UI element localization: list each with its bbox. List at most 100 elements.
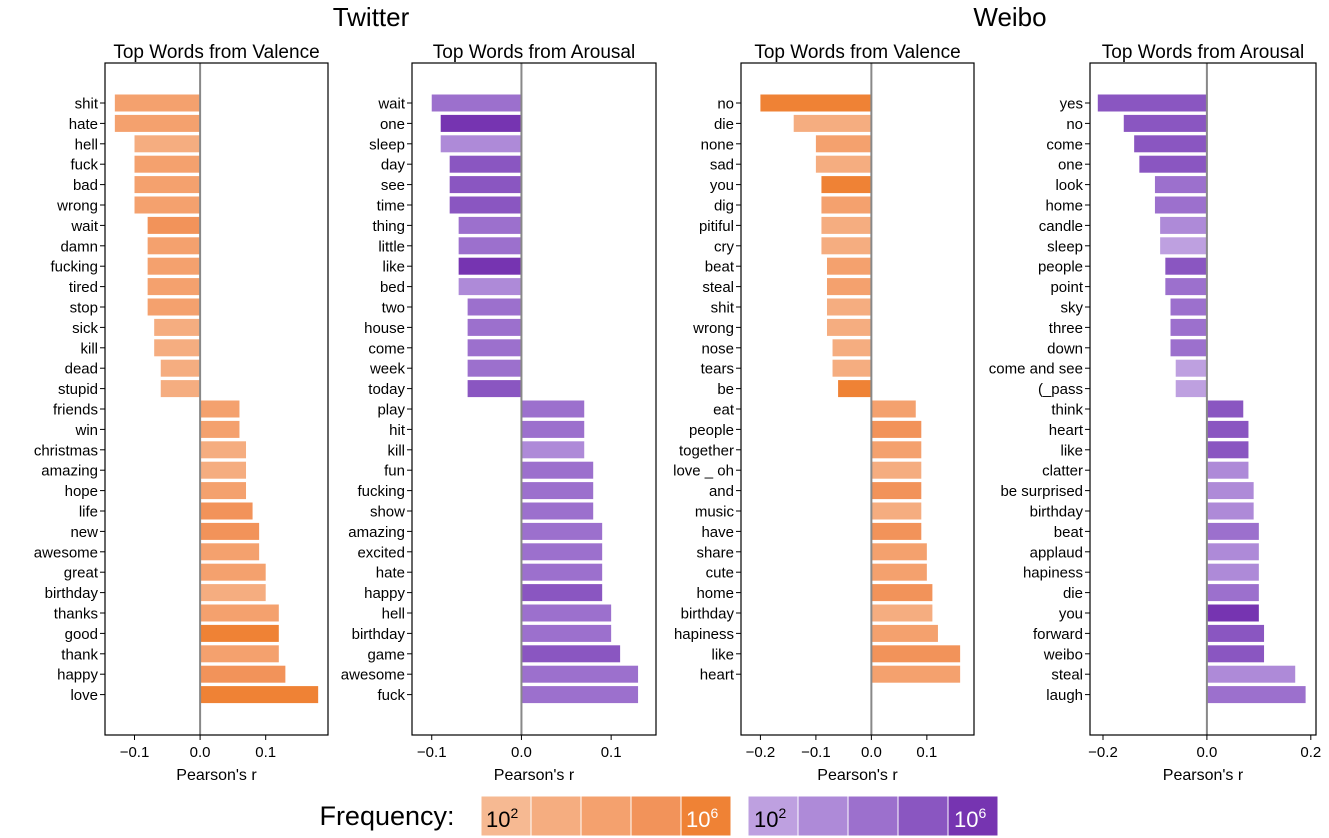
x-tick-label: 0.2 xyxy=(1300,744,1321,761)
bar-wrong xyxy=(134,196,201,214)
category-label: come xyxy=(1046,136,1083,153)
legend-swatch-2 xyxy=(797,795,849,837)
category-label: people xyxy=(689,422,734,439)
bar-fuck xyxy=(521,686,639,704)
bar-fuck xyxy=(134,155,201,173)
bar-see xyxy=(449,176,522,194)
bar-dead xyxy=(160,359,201,377)
category-label: life xyxy=(79,504,98,521)
category-label: birthday xyxy=(45,585,99,602)
category-label: day xyxy=(381,157,406,174)
legend-purple-high-exp: 6 xyxy=(978,805,986,821)
x-axis-label: Pearson's r xyxy=(1163,767,1244,784)
x-tick-label: −0.1 xyxy=(417,744,447,761)
bar-together xyxy=(871,441,922,459)
category-label: die xyxy=(1063,585,1083,602)
category-label: like xyxy=(1060,442,1083,459)
group-title-twitter: Twitter xyxy=(333,2,410,32)
bar-heart xyxy=(871,665,961,683)
category-label: think xyxy=(1051,402,1083,419)
category-label: wrong xyxy=(56,198,98,215)
category-label: play xyxy=(377,402,405,419)
legend-orange-high-text: 106 xyxy=(686,805,718,832)
category-label: pitiful xyxy=(699,218,734,235)
bar-win xyxy=(200,420,240,438)
legend-purple-low-base: 10 xyxy=(754,807,778,832)
bar-day xyxy=(449,155,522,173)
category-label: wait xyxy=(377,96,406,113)
bar-like xyxy=(458,257,522,275)
bar-hapiness xyxy=(1206,563,1259,581)
bar-wait xyxy=(147,216,201,234)
category-label: two xyxy=(382,300,405,317)
legend-purple-low-exp: 2 xyxy=(778,805,786,821)
category-label: laugh xyxy=(1046,687,1083,704)
bar-hope xyxy=(200,482,247,500)
category-label: heart xyxy=(1049,422,1084,439)
category-label: dead xyxy=(65,361,98,378)
category-label: birthday xyxy=(681,606,735,623)
category-label: new xyxy=(70,524,98,541)
x-tick-label: 0.0 xyxy=(861,744,882,761)
bar-love xyxy=(200,686,319,704)
bar-shit xyxy=(114,94,201,112)
category-label: share xyxy=(696,544,734,561)
bar-and xyxy=(871,482,922,500)
bar-today xyxy=(467,380,522,398)
category-label: steal xyxy=(702,279,734,296)
bar-birthday xyxy=(871,604,933,622)
bar-thing xyxy=(458,216,522,234)
legend-swatch-3 xyxy=(847,795,899,837)
x-tick-label: −0.2 xyxy=(1088,744,1118,761)
category-label: love _ oh xyxy=(673,463,734,480)
bar-die xyxy=(793,114,872,132)
bar-kill xyxy=(154,339,201,357)
axes-frame xyxy=(1089,62,1317,736)
category-label: today xyxy=(368,381,405,398)
bar-christmas xyxy=(200,441,247,459)
category-label: cry xyxy=(714,238,734,255)
bar-like xyxy=(1206,441,1249,459)
category-label: beat xyxy=(1054,524,1084,541)
bar-bad xyxy=(134,176,201,194)
bar-awesome xyxy=(200,543,260,561)
bar-weibo xyxy=(1206,645,1265,663)
bar-birthday xyxy=(521,624,612,642)
legend-purple-scale xyxy=(747,795,999,837)
panel-title: Top Words from Arousal xyxy=(433,42,635,63)
category-label: sleep xyxy=(1047,238,1083,255)
bar-you xyxy=(821,176,872,194)
bar-no xyxy=(1123,114,1207,132)
category-label: come xyxy=(368,340,405,357)
category-label: stop xyxy=(70,300,98,317)
x-tick-label: 0.1 xyxy=(601,744,622,761)
bar-two xyxy=(467,298,522,316)
bar-happy xyxy=(521,584,603,602)
category-label: amazing xyxy=(41,463,98,480)
category-label: candle xyxy=(1039,218,1083,235)
bar-little xyxy=(458,237,522,255)
bar-laugh xyxy=(1206,686,1306,704)
bar-amazing xyxy=(521,522,603,540)
bar-new xyxy=(200,522,260,540)
panel-title: Top Words from Valence xyxy=(754,42,960,63)
bar-three xyxy=(1170,318,1207,336)
category-label: point xyxy=(1050,279,1083,296)
category-label: thank xyxy=(61,646,98,663)
panel-1: Top Words from Valence shit hate hell fuck ba… xyxy=(34,42,329,784)
bar-sleep xyxy=(1160,237,1207,255)
category-label: fucking xyxy=(357,483,405,500)
category-label: three xyxy=(1049,320,1083,337)
bar-come-and-see xyxy=(1175,359,1207,377)
category-label: kill xyxy=(388,442,406,459)
legend-orange-low-text: 102 xyxy=(486,805,518,832)
x-tick-label: 0.0 xyxy=(511,744,532,761)
bar-people xyxy=(871,420,922,438)
category-label: good xyxy=(65,626,98,643)
bar-excited xyxy=(521,543,603,561)
category-label: die xyxy=(714,116,734,133)
category-label: applaud xyxy=(1030,544,1083,561)
bar-like xyxy=(871,645,961,663)
x-axis-label: Pearson's r xyxy=(494,767,575,784)
category-label: like xyxy=(382,259,405,276)
